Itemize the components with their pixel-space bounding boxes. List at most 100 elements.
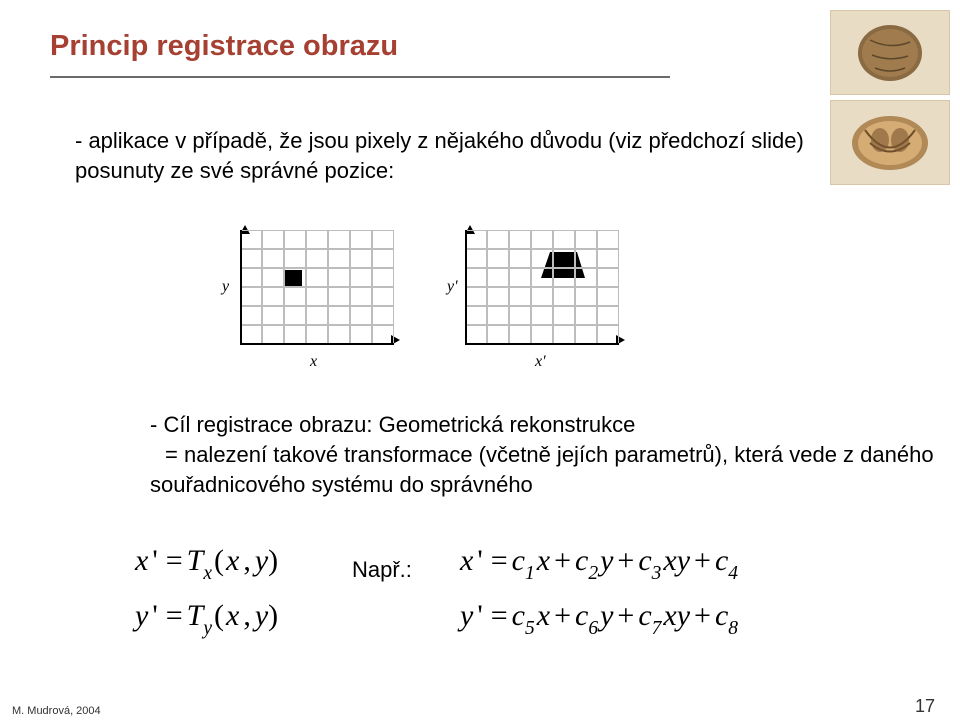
grid-cell: [487, 306, 509, 325]
grid-cell: [372, 249, 394, 268]
grid-cell: [284, 325, 306, 344]
grid-cell: [262, 287, 284, 306]
equations-transform: x'=Tx(x,y) y'=Ty(x,y): [135, 534, 278, 644]
grid-cell: [487, 268, 509, 287]
grid-cell: [372, 306, 394, 325]
grid-cell: [509, 249, 531, 268]
grid-cell: [487, 249, 509, 268]
grid-cell: [465, 249, 487, 268]
grid-cell: [575, 325, 597, 344]
footer-author: M. Mudrová, 2004: [12, 705, 101, 717]
example-label: Např.:: [352, 557, 412, 583]
grid-cell: [509, 268, 531, 287]
grid-cell: [597, 325, 619, 344]
grid-cell: [350, 287, 372, 306]
grid-cell: [465, 230, 487, 249]
grid-cell: [575, 268, 597, 287]
grid-cell: [465, 268, 487, 287]
grid-cell: [350, 249, 372, 268]
bullet-goal-line3: souřadnicového systému do správného: [150, 472, 533, 498]
x-axis-label: x: [310, 353, 317, 371]
grid-cell: [284, 306, 306, 325]
grid-cell: [262, 325, 284, 344]
x-prime-axis-label: x': [535, 353, 546, 371]
grid-cell: [240, 306, 262, 325]
x-axis-line: [240, 343, 394, 345]
y-axis-label: y: [222, 278, 229, 296]
grid-cell: [597, 268, 619, 287]
grid-cell: [372, 287, 394, 306]
grid-cell: [306, 230, 328, 249]
grid-cell: [240, 325, 262, 344]
grid-cell: [372, 325, 394, 344]
grid-cell: [372, 268, 394, 287]
y-prime-axis-label: y': [447, 278, 458, 296]
grid-cell: [240, 249, 262, 268]
grid-cell: [240, 287, 262, 306]
grid-cell: [240, 268, 262, 287]
grid-cell: [531, 287, 553, 306]
page-number: 17: [915, 696, 935, 717]
bullet-goal-line1: - Cíl registrace obrazu: Geometrická rek…: [150, 412, 635, 438]
grid-cell: [531, 268, 553, 287]
grid-cell: [575, 249, 597, 268]
grid-cell: [350, 306, 372, 325]
grid-cell: [240, 230, 262, 249]
walnut-half-image: [830, 100, 950, 185]
grid-cell: [328, 287, 350, 306]
grid-cell: [553, 287, 575, 306]
grid-cell: [487, 325, 509, 344]
grid-cell: [262, 306, 284, 325]
grid-cell: [509, 230, 531, 249]
grid-cell: [553, 249, 575, 268]
grid-cell: [553, 230, 575, 249]
grid-cell: [350, 268, 372, 287]
grid-cell: [328, 306, 350, 325]
grid-cell: [262, 249, 284, 268]
page-title: Princip registrace obrazu: [50, 30, 398, 63]
grid-cell: [262, 230, 284, 249]
grid-cell: [597, 230, 619, 249]
grid-cell: [553, 325, 575, 344]
eq-x-poly: x'=c1x+c2y+c3xy+c4: [460, 534, 738, 589]
walnut-whole-image: [830, 10, 950, 95]
grid-cell: [306, 268, 328, 287]
grid-cell: [328, 325, 350, 344]
grid-cell: [531, 325, 553, 344]
title-underline: [50, 76, 670, 78]
bullet-goal-line2: = nalezení takové transformace (včetně j…: [165, 442, 934, 468]
eq-x-transform: x'=Tx(x,y): [135, 534, 278, 589]
grid-cell: [575, 287, 597, 306]
x-axis-line: [465, 343, 619, 345]
grid-cell: [372, 230, 394, 249]
grid-cell: [306, 306, 328, 325]
y-axis-line: [465, 230, 467, 344]
grid-cell: [284, 268, 306, 287]
grid-cell: [531, 306, 553, 325]
grid-cell: [509, 325, 531, 344]
grid-cell: [465, 306, 487, 325]
grid-cell: [284, 230, 306, 249]
grid-cell: [465, 325, 487, 344]
grid-cell: [284, 287, 306, 306]
eq-y-poly: y'=c5x+c6y+c7xy+c8: [460, 589, 738, 644]
grid-cell: [306, 287, 328, 306]
grid-cell: [350, 325, 372, 344]
eq-y-transform: y'=Ty(x,y): [135, 589, 278, 644]
grid-cell: [553, 306, 575, 325]
grid-diagrams: y x y' x': [240, 230, 620, 345]
grid-cell: [531, 230, 553, 249]
grid-cell: [328, 249, 350, 268]
equations-polynomial: x'=c1x+c2y+c3xy+c4 y'=c5x+c6y+c7xy+c8: [460, 534, 738, 644]
y-axis-line: [240, 230, 242, 344]
grid-right: y' x': [465, 230, 620, 345]
grid-left: y x: [240, 230, 395, 345]
grid-cell: [487, 230, 509, 249]
grid-cell: [262, 268, 284, 287]
grid-cell: [306, 249, 328, 268]
grid-cell: [509, 287, 531, 306]
grid-cell: [531, 249, 553, 268]
bullet-application-line2: posunuty ze své správné pozice:: [75, 158, 394, 184]
grid-cell: [575, 306, 597, 325]
grid-cell: [350, 230, 372, 249]
